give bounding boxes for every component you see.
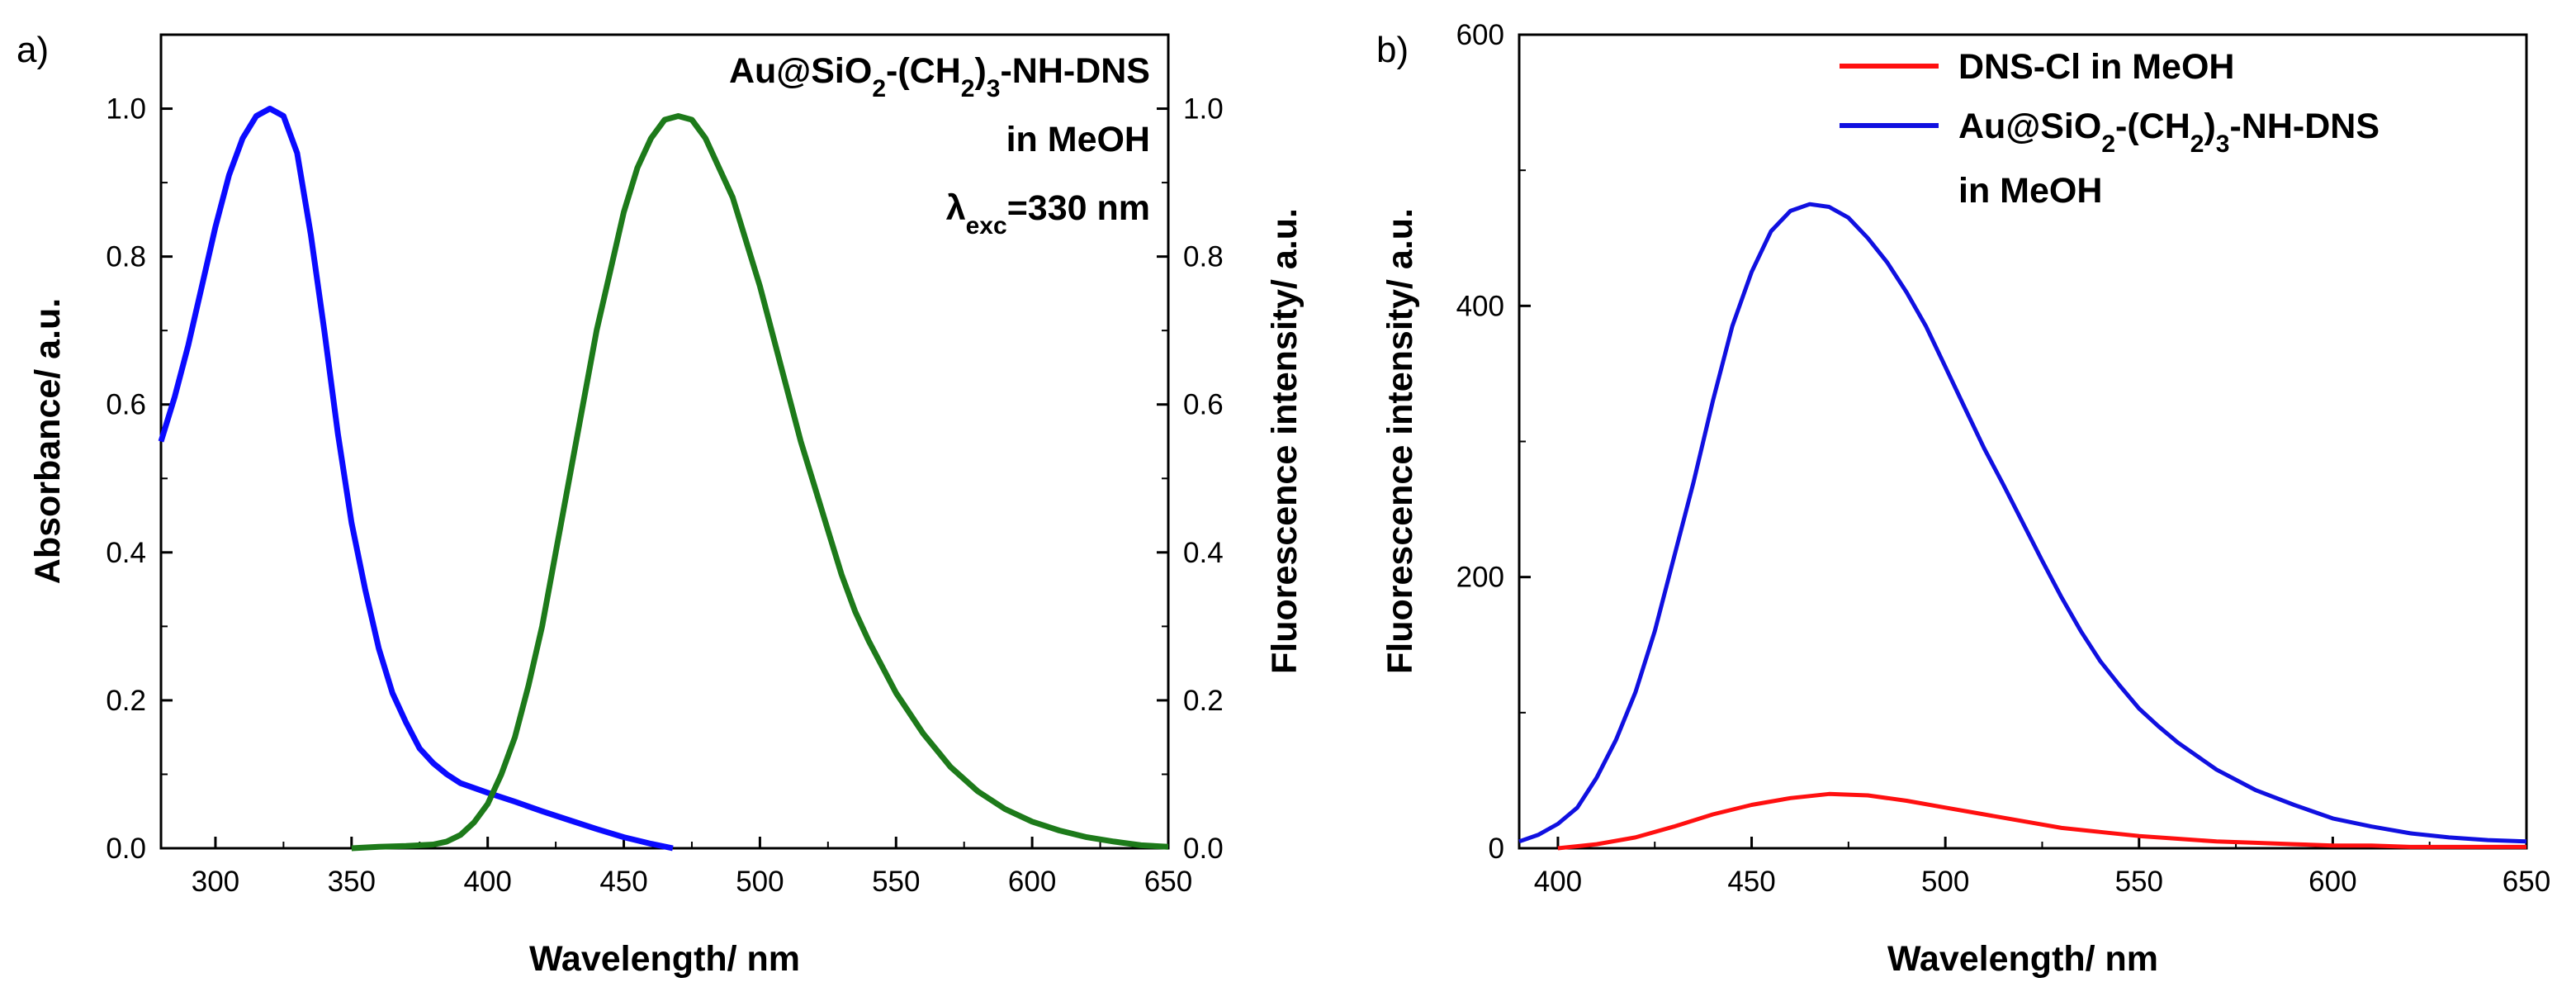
a-ytick-right-label-0.4: 0.4: [1183, 537, 1224, 569]
b-xtick-label-550: 550: [2115, 866, 2163, 898]
a-xtick-label-650: 650: [1144, 866, 1192, 898]
panel-b-x-axis: 400 450 500 550 600 650: [1534, 837, 2550, 898]
panel-a: a) 300 350 400 450 500 550 600 650 0.0 0.2 0.4 0.6…: [17, 30, 1305, 979]
fluorescence-line: [351, 113, 1169, 852]
legend-label-au-sio2-dns-line2: in MeOH: [1958, 171, 2102, 211]
b-xtick-label-500: 500: [1921, 866, 1969, 898]
a-xtick-label-300: 300: [192, 866, 239, 898]
a-ytick-label-0.0: 0.0: [106, 833, 146, 865]
absorbance-line: [158, 106, 674, 852]
panel-b-y-axis: 0 200 400 600: [1456, 19, 1531, 865]
a-ytick-right-label-0.2: 0.2: [1183, 685, 1224, 717]
panel-a-y-axis-left: 0.0 0.2 0.4 0.6 0.8 1.0: [106, 34, 173, 865]
a-xtick-label-600: 600: [1008, 866, 1056, 898]
panel-b-x-axis-title: Wavelength/ nm: [1887, 939, 2158, 979]
panel-a-y-axis-right: 0.0 0.2 0.4 0.6 0.8 1.0: [1157, 34, 1224, 865]
panel-a-x-axis: 300 350 400 450 500 550 600 650: [192, 837, 1192, 898]
panel-b-label: b): [1376, 30, 1409, 70]
b-xtick-label-600: 600: [2308, 866, 2356, 898]
b-ytick-label-0: 0: [1489, 833, 1504, 865]
panel-a-series: [158, 106, 1169, 852]
a-ytick-label-1.0: 1.0: [106, 93, 146, 126]
a-xtick-label-550: 550: [872, 866, 920, 898]
panel-a-annotation-line1: Au@SiO2-(CH2)3-NH-DNS: [729, 51, 1150, 102]
b-ytick-label-400: 400: [1456, 290, 1504, 322]
b-xtick-label-450: 450: [1727, 866, 1775, 898]
panel-b-legend: DNS-Cl in MeOH Au@SiO2-(CH2)3-NH-DNS in …: [1840, 47, 2379, 211]
panel-a-y-axis-title-left: Absorbance/ a.u.: [28, 298, 68, 584]
a-xtick-label-350: 350: [328, 866, 376, 898]
legend-label-dns-cl: DNS-Cl in MeOH: [1958, 47, 2234, 87]
panel-b: b) 400 450 500 550 600 650 0 200 400 600 Wavelen…: [1376, 19, 2550, 979]
a-ytick-label-0.4: 0.4: [106, 537, 146, 569]
a-ytick-right-label-0.8: 0.8: [1183, 241, 1224, 273]
panel-b-frame: [1518, 33, 2528, 850]
a-xtick-label-500: 500: [736, 866, 784, 898]
a-ytick-label-0.6: 0.6: [106, 389, 146, 421]
panel-b-series: [1518, 202, 2527, 851]
a-ytick-right-label-0.6: 0.6: [1183, 389, 1224, 421]
panel-a-annotation-line2: in MeOH: [1006, 120, 1150, 159]
a-ytick-right-label-1.0: 1.0: [1183, 93, 1224, 126]
panel-a-y-axis-title-right: Fluorescence intensity/ a.u.: [1265, 208, 1305, 674]
panel-a-x-axis-title: Wavelength/ nm: [529, 939, 800, 979]
b-ytick-label-200: 200: [1456, 562, 1504, 594]
panel-a-label: a): [17, 30, 49, 70]
b-xtick-label-400: 400: [1534, 866, 1582, 898]
panel-a-annotation-line3: λexc=330 nm: [946, 188, 1150, 240]
au-sio2-dns-line: [1518, 202, 2527, 844]
a-ytick-right-label-0.0: 0.0: [1183, 833, 1224, 865]
legend-label-au-sio2-dns: Au@SiO2-(CH2)3-NH-DNS: [1958, 107, 2379, 158]
a-ytick-label-0.8: 0.8: [106, 241, 146, 273]
dns-cl-line: [1557, 791, 2526, 851]
b-ytick-label-600: 600: [1456, 19, 1504, 51]
panel-b-y-axis-title: Fluorescence intensity/ a.u.: [1380, 208, 1420, 674]
b-xtick-label-650: 650: [2503, 866, 2550, 898]
a-ytick-label-0.2: 0.2: [106, 685, 146, 717]
a-xtick-label-450: 450: [599, 866, 647, 898]
a-xtick-label-400: 400: [463, 866, 511, 898]
